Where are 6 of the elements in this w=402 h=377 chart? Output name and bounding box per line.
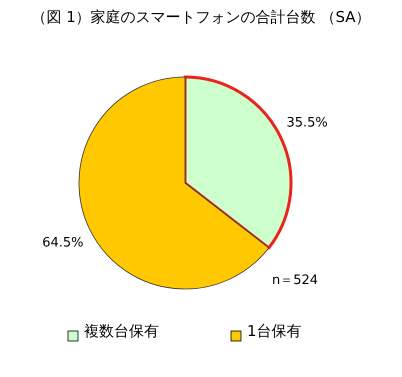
text: n＝524 bbox=[272, 273, 318, 288]
chart-title: （図 1）家庭のスマートフォンの合計台数 （SA） bbox=[31, 8, 371, 26]
legend-label: 複数台保有 bbox=[84, 322, 159, 340]
data-label: 35.5% bbox=[286, 116, 328, 131]
legend-label: 1台保有 bbox=[247, 322, 302, 340]
data-label: 64.5% bbox=[42, 235, 84, 250]
